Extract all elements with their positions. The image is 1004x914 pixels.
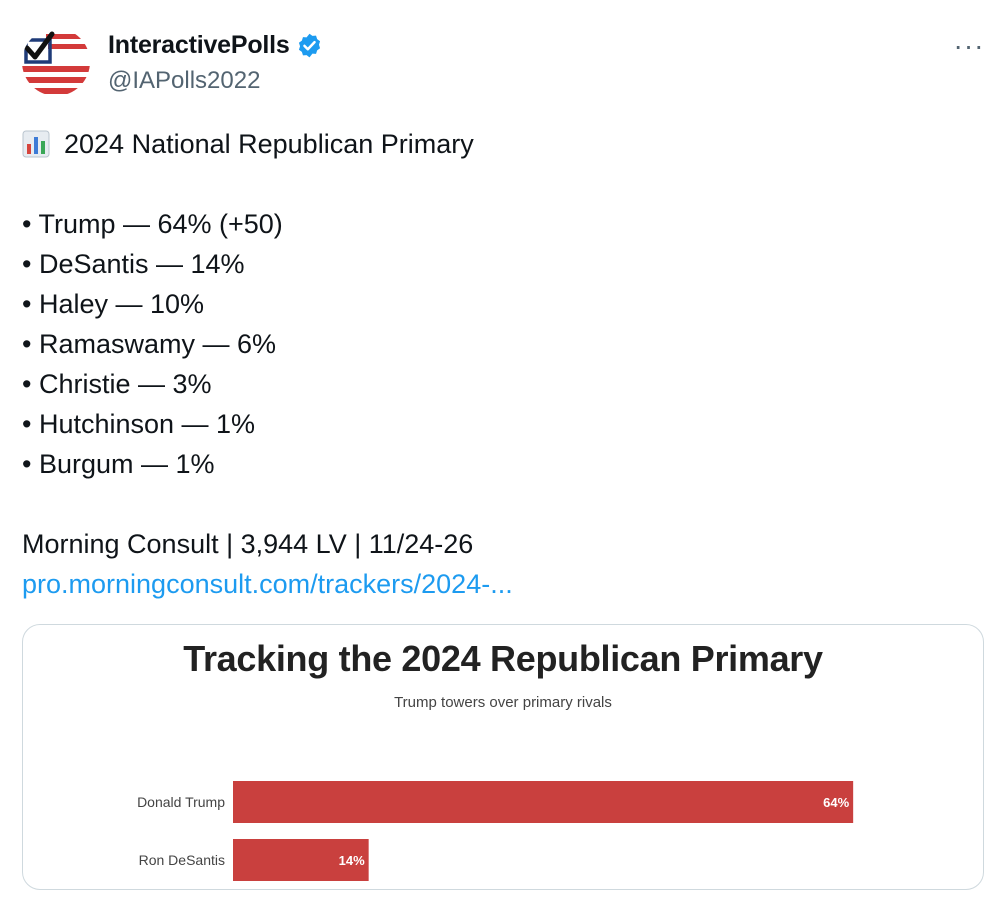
display-name[interactable]: InteractivePolls [108, 31, 290, 59]
more-dots-icon: ··· [953, 30, 985, 61]
poll-line-haley: • Haley — 10% [22, 289, 205, 319]
more-options-button[interactable]: ··· [952, 30, 986, 61]
author-handle[interactable]: @IAPolls2022 [108, 67, 261, 94]
poll-line-burgum: • Burgum — 1% [22, 449, 215, 479]
bar-category-label: Ron DeSantis [139, 852, 225, 868]
bar-value-label: 64% [823, 795, 849, 810]
headline-text: 2024 National Republican Primary [64, 129, 474, 159]
avatar[interactable] [22, 28, 90, 96]
poll-line-hutchinson: • Hutchinson — 1% [22, 409, 256, 439]
tweet-text: 2024 National Republican Primary • Trump… [22, 124, 513, 604]
poll-line-trump: • Trump — 64% (+50) [22, 209, 283, 239]
author-name[interactable]: InteractivePolls [108, 31, 323, 60]
tweet-headline: 2024 National Republican Primary [22, 124, 513, 164]
chart-subtitle: Trump towers over primary rivals [394, 694, 612, 711]
bar-chart: Donald Trump 64% Ron DeSantis 14% [137, 781, 854, 881]
chart-title: Tracking the 2024 Republican Primary [183, 638, 823, 679]
bar-value-label: 14% [339, 853, 365, 868]
poll-logo-icon [22, 28, 90, 96]
verified-badge-icon [298, 33, 320, 58]
bar [233, 781, 854, 823]
bar-category-label: Donald Trump [137, 794, 225, 810]
tracker-link[interactable]: pro.morningconsult.com/trackers/2024-... [22, 569, 513, 599]
poll-source: Morning Consult | 3,944 LV | 11/24-26 [22, 529, 474, 559]
link-card[interactable]: Tracking the 2024 Republican Primary Tru… [22, 624, 984, 890]
bar [233, 839, 369, 881]
poll-line-ramaswamy: • Ramaswamy — 6% [22, 329, 277, 359]
bar-chart-emoji-icon [22, 130, 50, 158]
poll-line-christie: • Christie — 3% [22, 369, 212, 399]
poll-line-desantis: • DeSantis — 14% [22, 249, 245, 279]
